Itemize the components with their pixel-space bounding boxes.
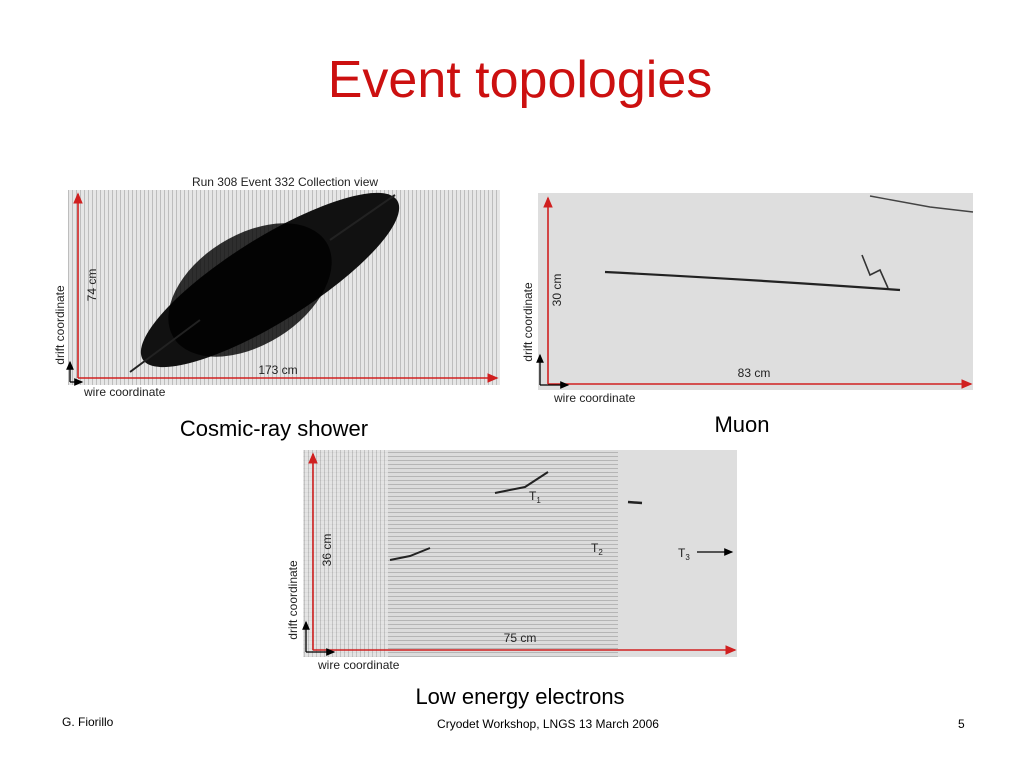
track-label: T1 [529, 489, 541, 505]
axis-label: wire coordinate [553, 391, 636, 405]
muon-panel: 30 cm drift coordinate 83 cm wire coordi… [521, 193, 974, 437]
track-label: T3 [678, 546, 690, 562]
scale-label: 30 cm [550, 274, 564, 307]
scale-label: 75 cm [504, 631, 537, 645]
scale-label: 173 cm [258, 363, 297, 377]
detector-image [538, 193, 973, 390]
scale-label: 83 cm [738, 366, 771, 380]
shower-panel: Run 308 Event 332 Collection view 74 cm … [53, 175, 500, 441]
panel-heading: Run 308 Event 332 Collection view [192, 175, 378, 189]
shower-track [129, 194, 396, 373]
footer-author: G. Fiorillo [62, 715, 114, 729]
slide-title: Event topologies [328, 51, 713, 109]
shower-core [168, 223, 332, 357]
axis-label: wire coordinate [83, 385, 166, 399]
track-label: T2 [591, 541, 603, 557]
axis-label: drift coordinate [521, 282, 535, 362]
caption: Cosmic-ray shower [180, 416, 368, 441]
footer-event: Cryodet Workshop, LNGS 13 March 2006 [437, 717, 659, 731]
scale-label: 36 cm [320, 534, 334, 567]
electron-panel: 36 cm drift coordinate 75 cm wire coordi… [286, 450, 737, 709]
electron-track [389, 547, 431, 561]
axis-label: drift coordinate [286, 560, 300, 640]
electron-track [494, 471, 549, 494]
caption: Low energy electrons [415, 684, 624, 709]
electron-track [627, 500, 643, 505]
track [869, 195, 974, 213]
axis-label: drift coordinate [53, 285, 67, 365]
muon-track [604, 270, 901, 292]
delta-ray [861, 254, 889, 289]
axis-label: wire coordinate [317, 658, 400, 672]
page-number: 5 [958, 717, 965, 731]
scale-label: 74 cm [85, 269, 99, 302]
caption: Muon [714, 412, 769, 437]
